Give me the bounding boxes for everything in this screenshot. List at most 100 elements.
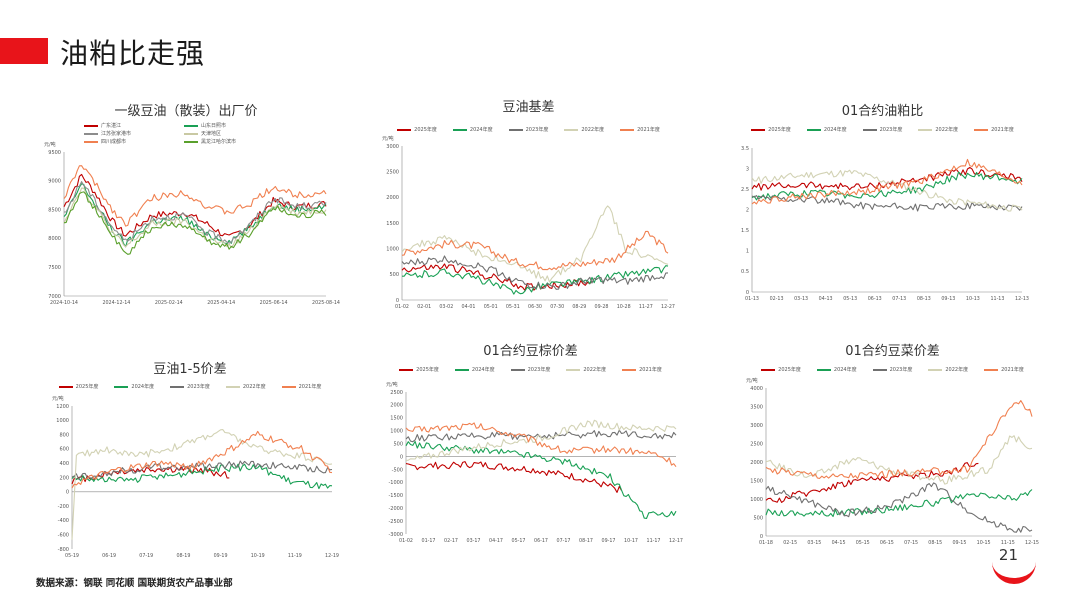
- chart-panel-soy-palm-spread: 01合约豆棕价差 2025年度 2024年度 2023年度 2022年度 2021年度 元/…: [378, 338, 683, 548]
- x-tick-label: 12-13: [1015, 296, 1029, 302]
- legend-item: 2024年度: [452, 126, 493, 133]
- legend-item: 2023年度: [862, 126, 902, 133]
- legend-label: 2021年度: [991, 127, 1014, 133]
- legend-swatch: [564, 128, 579, 131]
- series-line: [751, 169, 1023, 212]
- y-tick-label: 8500: [48, 207, 61, 213]
- chart-title: 一级豆油（散装）出厂价: [114, 104, 258, 119]
- legend-label: 2025年度: [75, 384, 99, 390]
- x-tick-label: 07-17: [557, 538, 571, 544]
- legend-label: 2022年度: [242, 384, 266, 390]
- page-number-arc: [992, 548, 1036, 584]
- x-tick-label: 09-17: [602, 538, 616, 544]
- y-tick-label: 1: [746, 249, 749, 255]
- legend-swatch: [806, 128, 821, 131]
- series-line: [765, 400, 1033, 480]
- x-tick-label: 01-13: [745, 296, 759, 302]
- legend-item: 天津地区: [184, 130, 262, 137]
- legend-item: 2022年度: [918, 126, 958, 133]
- y-unit-label: 元/吨: [52, 395, 64, 402]
- legend-swatch: [816, 368, 831, 371]
- y-tick-label: 0: [396, 298, 399, 304]
- legend-swatch: [872, 368, 887, 371]
- x-tick-label: 2025-04-14: [207, 300, 235, 306]
- y-tick-label: 1000: [56, 418, 69, 424]
- x-tick-label: 05-31: [506, 304, 520, 310]
- y-tick-label: 2000: [750, 460, 763, 466]
- x-tick-label: 04-17: [489, 538, 503, 544]
- legend-item: 2021年度: [622, 366, 662, 373]
- legend-swatch: [225, 385, 240, 388]
- legend-label: 2022年度: [935, 127, 959, 133]
- x-tick-label: 04-13: [819, 296, 833, 302]
- legend-swatch: [761, 368, 776, 371]
- legend-item: 2021年度: [974, 126, 1014, 133]
- legend-swatch: [862, 128, 877, 131]
- y-tick-label: 4000: [750, 386, 763, 392]
- x-tick-label: 03-17: [467, 538, 481, 544]
- series-line: [405, 461, 622, 493]
- legend-label: 2022年度: [583, 367, 607, 373]
- y-unit-label: 元/吨: [44, 141, 56, 148]
- y-tick-label: 1500: [750, 478, 763, 484]
- series-line: [71, 429, 333, 540]
- chart-legend: 广东湛江 山东日照市 江苏张家港市 天津地区 四川成都市 黑龙江哈尔滨市: [36, 122, 336, 145]
- chart-panel-soyoil-1-5-spread: 豆油1-5价差 2025年度 2024年度 2023年度 2022年度 2021年度元/吨…: [40, 356, 340, 571]
- chart-svg: 元/吨 -3000 -2500 -2000 -1500 -1000 -500 0 500 1000…: [386, 381, 683, 544]
- legend-label: 2021年度: [1001, 367, 1024, 373]
- legend-item: 2024年度: [816, 366, 857, 373]
- y-tick-label: 800: [59, 432, 69, 438]
- legend-label: 2023年度: [187, 384, 210, 390]
- x-tick-label: 08-29: [572, 304, 586, 310]
- legend-label: 2025年度: [778, 367, 801, 373]
- legend-item: 2022年度: [566, 366, 606, 373]
- series-line: [765, 462, 979, 503]
- y-tick-label: 1500: [390, 416, 403, 422]
- x-tick-label: 10-28: [617, 304, 631, 310]
- legend-swatch: [928, 368, 943, 371]
- legend-label: 广东湛江: [101, 123, 122, 129]
- x-tick-label: 07-13: [892, 296, 906, 302]
- y-unit-label: 元/吨: [746, 377, 758, 384]
- y-tick-label: -200: [58, 504, 69, 510]
- x-tick-label: 11-17: [647, 538, 661, 544]
- legend-swatch: [508, 128, 523, 131]
- legend-label: 2025年度: [416, 367, 439, 373]
- page-number: 21: [998, 546, 1018, 564]
- x-tick-label: 09-15: [952, 540, 966, 546]
- legend-label: 2024年度: [833, 367, 857, 373]
- legend-label: 2024年度: [131, 384, 155, 390]
- y-tick-label: 1000: [390, 429, 403, 435]
- chart-panel-soyoil-price: 一级豆油（散装）出厂价 广东湛江 山东日照市 江苏张家港市 天津地区 四川成都市 黑龙江哈尔…: [36, 96, 340, 316]
- x-tick-label: 03-15: [807, 540, 821, 546]
- legend-item: 2025年度: [58, 383, 99, 390]
- x-tick-label: 2025-02-14: [155, 300, 183, 306]
- legend-swatch: [918, 128, 933, 131]
- x-tick-label: 09-13: [941, 296, 955, 302]
- legend-swatch: [58, 385, 73, 388]
- slide-title: 油粕比走强: [60, 37, 206, 70]
- legend-swatch: [510, 368, 525, 371]
- y-tick-label: -400: [58, 518, 69, 524]
- x-tick-label: 2025-06-14: [260, 300, 288, 306]
- legend-label: 2021年度: [639, 367, 662, 373]
- legend-label: 山东日照市: [201, 123, 227, 129]
- y-tick-label: -500: [392, 467, 403, 473]
- legend-swatch: [114, 385, 129, 388]
- legend-swatch: [184, 124, 198, 127]
- series-line: [401, 205, 669, 283]
- x-tick-label: 03-02: [439, 304, 453, 310]
- series-line: [63, 173, 327, 237]
- legend-item: 2023年度: [508, 126, 548, 133]
- chart-panel-soy-rapeseed-spread: 01合约豆菜价差 2025年度 2024年度 2023年度 2022年度 2021年度 元/…: [740, 338, 1045, 548]
- x-tick-label: 04-01: [462, 304, 476, 310]
- legend-swatch: [397, 128, 412, 131]
- x-tick-label: 10-15: [977, 540, 991, 546]
- y-tick-label: 2000: [386, 195, 399, 201]
- series-line: [765, 435, 1033, 485]
- x-tick-label: 11-13: [990, 296, 1004, 302]
- chart-svg: 元/吨 -800 -600 -400 -200 0 200 400 600 800 1000 1200…: [52, 395, 339, 559]
- legend-label: 2022年度: [581, 127, 605, 133]
- chart-title: 豆油1-5价差: [153, 362, 227, 377]
- legend-label: 2021年度: [298, 384, 322, 390]
